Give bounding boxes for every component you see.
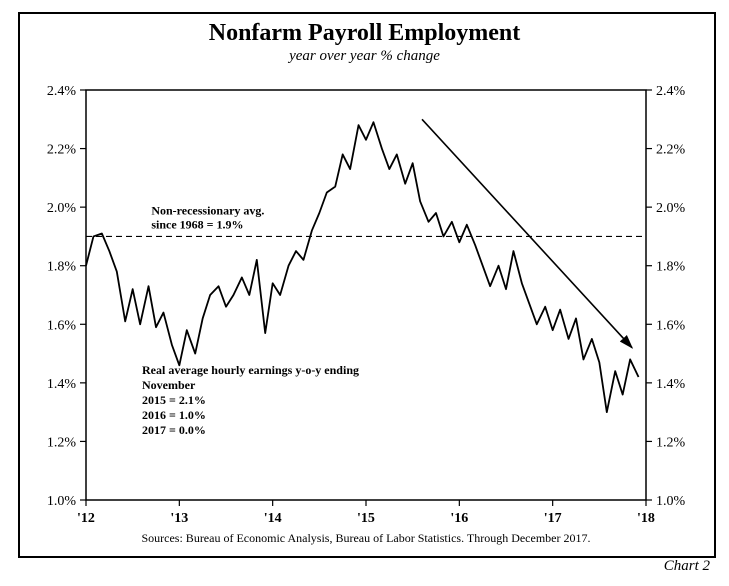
x-tick-label: '16 (450, 511, 468, 526)
y-tick-label-right: 2.2% (656, 143, 686, 158)
y-tick-label-right: 2.4% (656, 84, 686, 99)
annotation-line: 2017 = 0.0% (142, 423, 206, 437)
y-tick-label-left: 1.0% (47, 494, 77, 509)
y-tick-label-right: 1.8% (656, 260, 686, 275)
x-tick-label: '18 (637, 511, 655, 526)
y-tick-label-left: 2.0% (47, 201, 77, 216)
y-tick-label-right: 1.6% (656, 318, 686, 333)
y-tick-label-left: 1.6% (47, 318, 77, 333)
chart-container: Nonfarm Payroll Employment year over yea… (0, 0, 729, 586)
y-tick-label-right: 1.4% (656, 377, 686, 392)
x-tick-label: '13 (170, 511, 188, 526)
y-tick-label-right: 1.2% (656, 435, 686, 450)
y-tick-label-left: 1.8% (47, 260, 77, 275)
x-tick-label: '14 (264, 511, 282, 526)
chart-svg: 1.0% 1.0% 1.2% 1.2% 1.4% 1.4% 1.6% 1.6% 1.8% 1.8%… (0, 0, 729, 586)
reference-label: since 1968 = 1.9% (151, 217, 243, 231)
annotation-line: 2015 = 2.1% (142, 393, 206, 407)
y-tick-label-left: 2.2% (47, 143, 77, 158)
x-tick-label: '17 (544, 511, 562, 526)
chart-number-label: Chart 2 (664, 558, 710, 575)
reference-label: Non-recessionary avg. (151, 203, 264, 217)
plot-area (86, 90, 646, 500)
annotation-line: November (142, 378, 196, 392)
annotation-line: 2016 = 1.0% (142, 408, 206, 422)
y-tick-label-left: 1.2% (47, 435, 77, 450)
y-tick-label-left: 2.4% (47, 84, 77, 99)
y-tick-label-left: 1.4% (47, 377, 77, 392)
source-note: Sources: Bureau of Economic Analysis, Bu… (141, 531, 590, 545)
y-tick-label-right: 1.0% (656, 494, 686, 509)
trend-arrow (422, 119, 632, 347)
x-tick-label: '12 (77, 511, 95, 526)
annotation-line: Real average hourly earnings y-o-y endin… (142, 363, 359, 377)
y-tick-label-right: 2.0% (656, 201, 686, 216)
x-tick-label: '15 (357, 511, 375, 526)
